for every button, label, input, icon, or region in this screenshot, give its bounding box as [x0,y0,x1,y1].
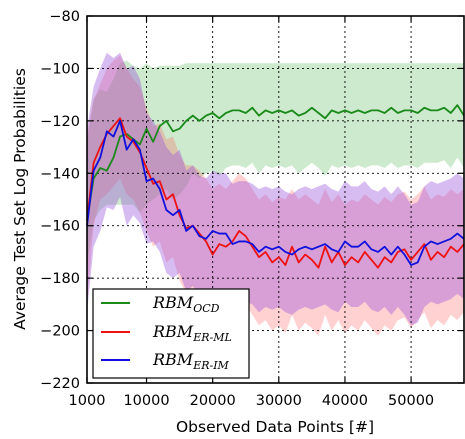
legend-sub-ocd: OCD [193,302,219,315]
legend-sub-er-im: ER-IM [192,359,229,372]
x-tick-label-30000: 30000 [256,393,302,409]
band-er-ml [87,55,464,336]
plot-frame [86,15,465,384]
y-axis-label: Average Test Set Log Probabilities [11,68,29,330]
series-lines [86,104,465,269]
x-tick-labels: 1000 10000 20000 30000 40000 50000 [69,393,435,409]
y-tick-label-80: −80 [49,9,80,25]
axis-ticks [86,15,464,384]
legend: RBMOCD RBMER-ML RBMER-IM [92,288,250,379]
y-tick-label-140: −140 [40,166,80,182]
line-ocd [86,104,465,221]
legend-sub-er-ml: ER-ML [192,331,232,344]
line-er-im [86,119,465,266]
x-tick-label-10000: 10000 [123,393,169,409]
x-tick-label-1000: 1000 [69,393,106,409]
x-tick-label-50000: 50000 [388,393,434,409]
legend-box [92,288,250,379]
y-tick-labels: −80 −100 −120 −140 −160 −180 −200 −220 [40,9,80,392]
x-tick-label-20000: 20000 [190,393,236,409]
y-tick-label-160: −160 [40,219,80,235]
y-tick-label-180: −180 [40,271,80,287]
y-tick-label-100: −100 [40,61,80,77]
y-tick-label-220: −220 [40,376,80,392]
x-axis-label: Observed Data Points [#] [176,418,374,436]
x-tick-label-40000: 40000 [322,393,368,409]
y-tick-label-120: −120 [40,114,80,130]
y-tick-label-200: −200 [40,324,80,340]
